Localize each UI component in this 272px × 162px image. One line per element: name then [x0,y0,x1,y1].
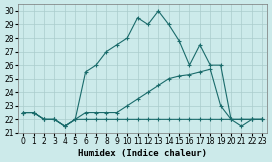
X-axis label: Humidex (Indice chaleur): Humidex (Indice chaleur) [78,149,207,158]
